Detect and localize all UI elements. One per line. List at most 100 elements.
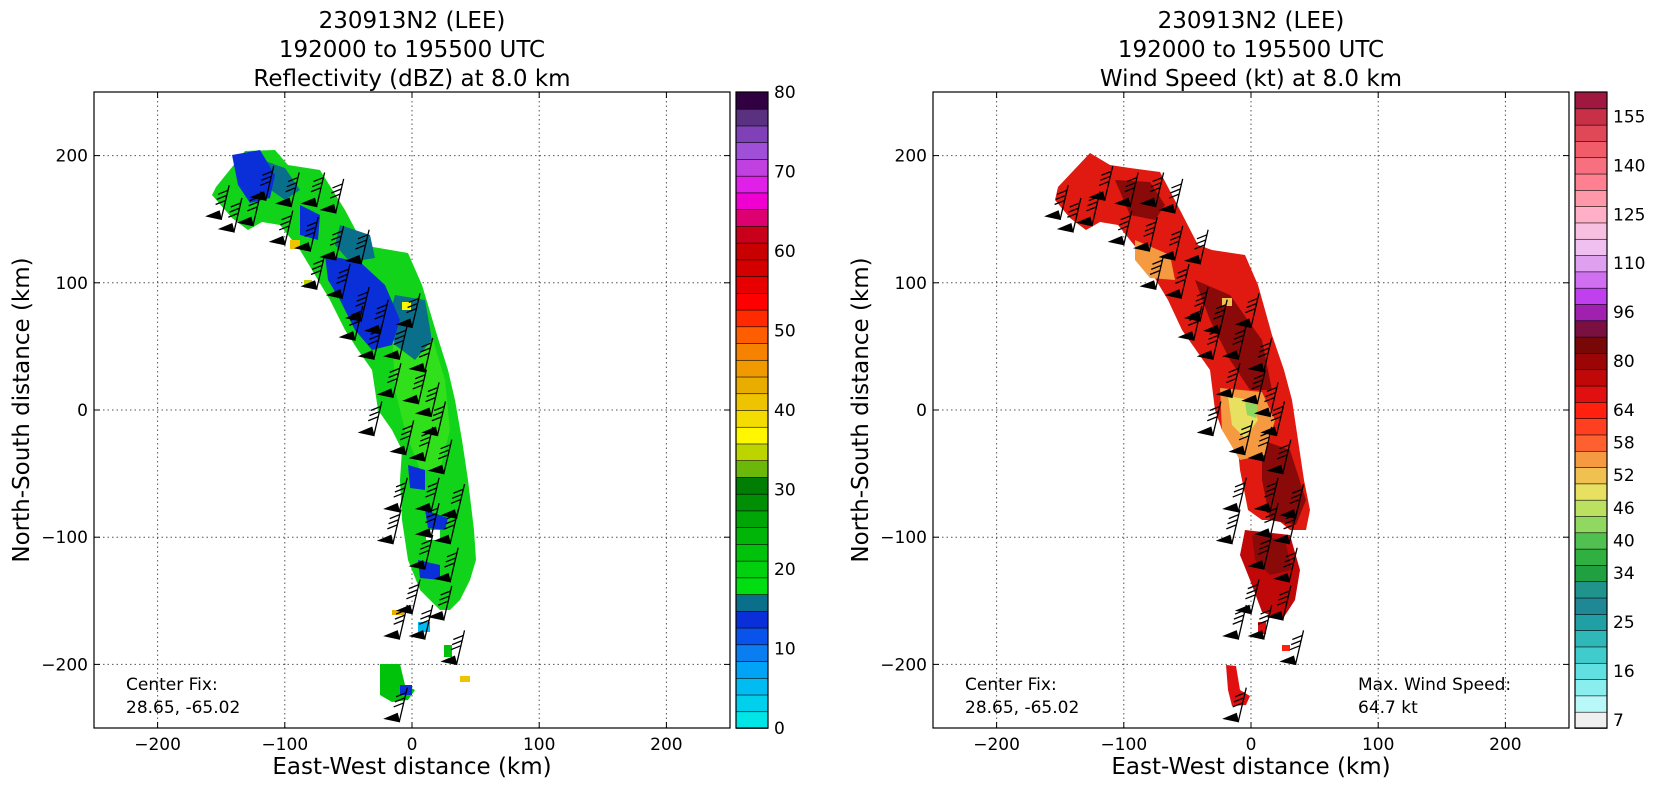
wind-barb xyxy=(408,337,434,373)
reflectivity-x-tick-label-100: 100 xyxy=(523,735,555,755)
wind-barb xyxy=(338,305,364,341)
wind-colorbar-bin-23 xyxy=(1574,336,1608,354)
wind-barb xyxy=(408,534,434,570)
wind-barb xyxy=(1241,369,1266,405)
wind-colorbar-bin-14 xyxy=(1574,483,1608,501)
wind-barb xyxy=(1253,477,1279,513)
reflectivity-colorbar-label-30: 30 xyxy=(774,481,796,501)
wind-colorbar-bin-2 xyxy=(1574,678,1608,697)
wind-colorbar-bin-7 xyxy=(1574,597,1608,615)
reflectivity-colorbar-bin-37 xyxy=(735,91,769,110)
wind-colorbar-label-46: 46 xyxy=(1613,499,1635,519)
reflectivity-y-axis-label: North-South distance (km) xyxy=(9,257,35,562)
reflectivity-colorbar-bin-28 xyxy=(735,242,769,261)
reflectivity-colorbar-bin-27 xyxy=(735,259,769,277)
wind-colorbar-label-140: 140 xyxy=(1613,156,1645,176)
reflectivity-colorbar-bin-15 xyxy=(735,459,769,478)
wind-colorbar-bin-4 xyxy=(1574,646,1608,664)
reflectivity-cell-2 xyxy=(418,622,430,632)
wind-south-cell-3 xyxy=(1258,622,1266,634)
reflectivity-colorbar-bin-36 xyxy=(735,108,769,127)
reflectivity-blue-core-5 xyxy=(425,510,448,530)
wind-colorbar-bin-31 xyxy=(1574,205,1608,224)
wind-colorbar-bin-16 xyxy=(1574,450,1608,468)
wind-title-line-3: Wind Speed (kt) at 8.0 km xyxy=(1100,66,1402,92)
reflectivity-y-tick-label--100: −100 xyxy=(41,528,88,548)
wind-barb xyxy=(268,210,294,246)
wind-colorbar-bin-38 xyxy=(1574,91,1608,110)
wind-colorbar-bin-18 xyxy=(1574,417,1608,436)
wind-barb xyxy=(1056,197,1082,233)
wind-colorbar-bin-13 xyxy=(1574,499,1608,517)
wind-barb xyxy=(376,363,402,399)
max-wind-label: Max. Wind Speed: xyxy=(1358,675,1511,695)
wind-barb xyxy=(1139,255,1165,291)
wind-colorbar-bin-29 xyxy=(1574,238,1608,256)
reflectivity-colorbar-bin-11 xyxy=(735,526,769,545)
reflectivity-title-line-3: Reflectivity (dBZ) at 8.0 km xyxy=(253,66,570,92)
reflectivity-blue-core-1 xyxy=(232,150,275,203)
wind-barb xyxy=(217,197,243,233)
wind-colorbar-bin-3 xyxy=(1574,662,1608,680)
wind-barb xyxy=(408,426,434,462)
reflectivity-field xyxy=(205,150,476,723)
reflectivity-x-tick-label-0: 0 xyxy=(407,735,418,755)
wind-colorbar-bin-22 xyxy=(1574,352,1608,371)
reflectivity-colorbar-bin-18 xyxy=(735,409,769,428)
reflectivity-center-fix-value: 28.65, -65.02 xyxy=(126,698,240,718)
reflectivity-cell-3 xyxy=(444,645,452,657)
reflectivity-colorbar-label-20: 20 xyxy=(774,560,796,580)
wind-colorbar: 7 16 25 34 40 46 52 58 64 80 96 110 125 140 155 xyxy=(1574,91,1645,731)
wind-colorbar-bin-0 xyxy=(1574,711,1608,729)
wind-colorbar-bin-8 xyxy=(1574,580,1608,599)
wind-barb xyxy=(383,687,408,723)
wind-barb xyxy=(205,185,230,221)
wind-barb xyxy=(274,172,300,208)
wind-colorbar-label-16: 16 xyxy=(1613,662,1635,682)
reflectivity-colorbar-label-0: 0 xyxy=(774,719,785,739)
reflectivity-colorbar-bin-23 xyxy=(735,326,769,344)
wind-y-axis-label: North-South distance (km) xyxy=(848,257,874,562)
wind-colorbar-bin-33 xyxy=(1574,173,1608,191)
wind-barb xyxy=(1183,286,1209,322)
wind-green-speck xyxy=(1245,402,1258,418)
wind-barb xyxy=(357,401,383,437)
wind-barb xyxy=(383,604,408,640)
wind-barb xyxy=(1158,225,1184,261)
reflectivity-colorbar-bin-4 xyxy=(735,644,769,662)
wind-barb xyxy=(1183,229,1209,265)
reflectivity-colorbar-bin-34 xyxy=(735,141,769,160)
wind-barb xyxy=(344,229,370,265)
reflectivity-colorbar-bin-1 xyxy=(735,694,769,713)
wind-barb xyxy=(1253,503,1279,539)
wind-barb xyxy=(1107,210,1133,246)
wind-colorbar-bin-15 xyxy=(1574,466,1608,485)
wind-barb xyxy=(300,172,326,208)
wind-colorbar-bin-10 xyxy=(1574,548,1608,566)
reflectivity-colorbar-bin-25 xyxy=(735,292,769,311)
wind-south-cell-4 xyxy=(1282,645,1290,651)
wind-barb xyxy=(1272,509,1298,545)
wind-barb xyxy=(1279,630,1305,666)
reflectivity-colorbar-bin-8 xyxy=(735,577,769,595)
wind-y-tick-label-0: 0 xyxy=(916,401,927,421)
wind-colorbar-bin-28 xyxy=(1574,254,1608,273)
wind-x-tick-label--200: −200 xyxy=(973,735,1020,755)
reflectivity-colorbar-bin-33 xyxy=(735,158,769,177)
reflectivity-axis-ticks: −200 −100 0 100 200 −200 −100 0 100 200 xyxy=(41,92,730,755)
wind-field xyxy=(1044,153,1310,723)
wind-y-tick-label-200: 200 xyxy=(895,147,927,167)
reflectivity-y-tick-label-200: 200 xyxy=(56,147,88,167)
wind-colorbar-bin-12 xyxy=(1574,515,1608,534)
wind-barb xyxy=(414,477,440,513)
wind-barb xyxy=(1215,363,1241,399)
wind-barb xyxy=(236,191,262,227)
reflectivity-yellow-speck-1 xyxy=(290,240,300,249)
reflectivity-colorbar-bin-20 xyxy=(735,376,769,395)
reflectivity-colorbar-bin-31 xyxy=(735,192,769,210)
wind-barb xyxy=(1203,299,1228,335)
reflectivity-cell-1 xyxy=(392,610,404,615)
wind-colorbar-bin-11 xyxy=(1574,532,1608,550)
wind-title-line-1: 230913N2 (LEE) xyxy=(1158,8,1345,34)
